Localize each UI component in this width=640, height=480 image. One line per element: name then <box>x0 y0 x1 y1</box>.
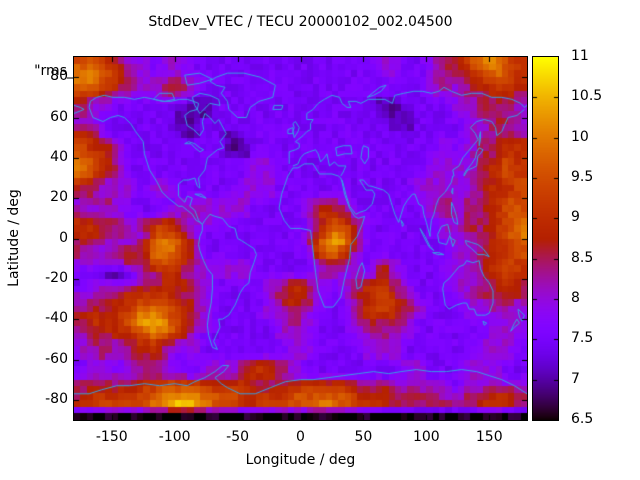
x-tick-label: -50 <box>226 429 250 445</box>
rms-overlay-label: "rms_ <box>34 63 74 79</box>
x-tick-label: -150 <box>95 429 128 445</box>
colorbar-tick-label: 6.5 <box>571 411 594 427</box>
y-tick-label: 0 <box>59 229 68 246</box>
colorbar-tick-label: 9.5 <box>571 169 594 185</box>
y-tick-label: -20 <box>45 269 68 286</box>
colorbar-tick-label: 10 <box>571 128 589 145</box>
colorbar-tick-label: 8 <box>571 290 580 306</box>
x-tick-label: 150 <box>475 429 503 445</box>
y-tick-label: 80 <box>50 68 68 85</box>
y-tick-label: -60 <box>45 350 68 367</box>
y-tick-label: 40 <box>50 148 68 165</box>
x-tick-label: -100 <box>158 429 191 445</box>
colorbar-tick-label: 7.5 <box>571 330 594 347</box>
heatmap-canvas <box>74 57 527 420</box>
colorbar-tick-label: 11 <box>571 48 589 64</box>
y-tick-label: 20 <box>50 189 68 206</box>
colorbar-tick-label: 10.5 <box>571 88 603 105</box>
x-axis-label: Longitude / deg <box>245 452 356 468</box>
colorbar-tick-label: 7 <box>571 370 580 387</box>
y-tick-label: -80 <box>45 390 68 407</box>
colorbar-tick-label: 8.5 <box>571 249 594 266</box>
x-tick-label: 100 <box>412 429 440 445</box>
colorbar-tick-label: 9 <box>571 209 580 226</box>
colorbar-canvas <box>533 57 558 420</box>
y-tick-label: 60 <box>50 108 68 125</box>
plot-area <box>73 56 528 421</box>
colorbar <box>532 56 559 421</box>
y-tick-label: -40 <box>45 310 68 327</box>
chart-title: StdDev_VTEC / TECU 20000102_002.04500 <box>148 14 453 30</box>
x-tick-label: 0 <box>296 429 305 445</box>
x-tick-label: 50 <box>354 429 373 445</box>
